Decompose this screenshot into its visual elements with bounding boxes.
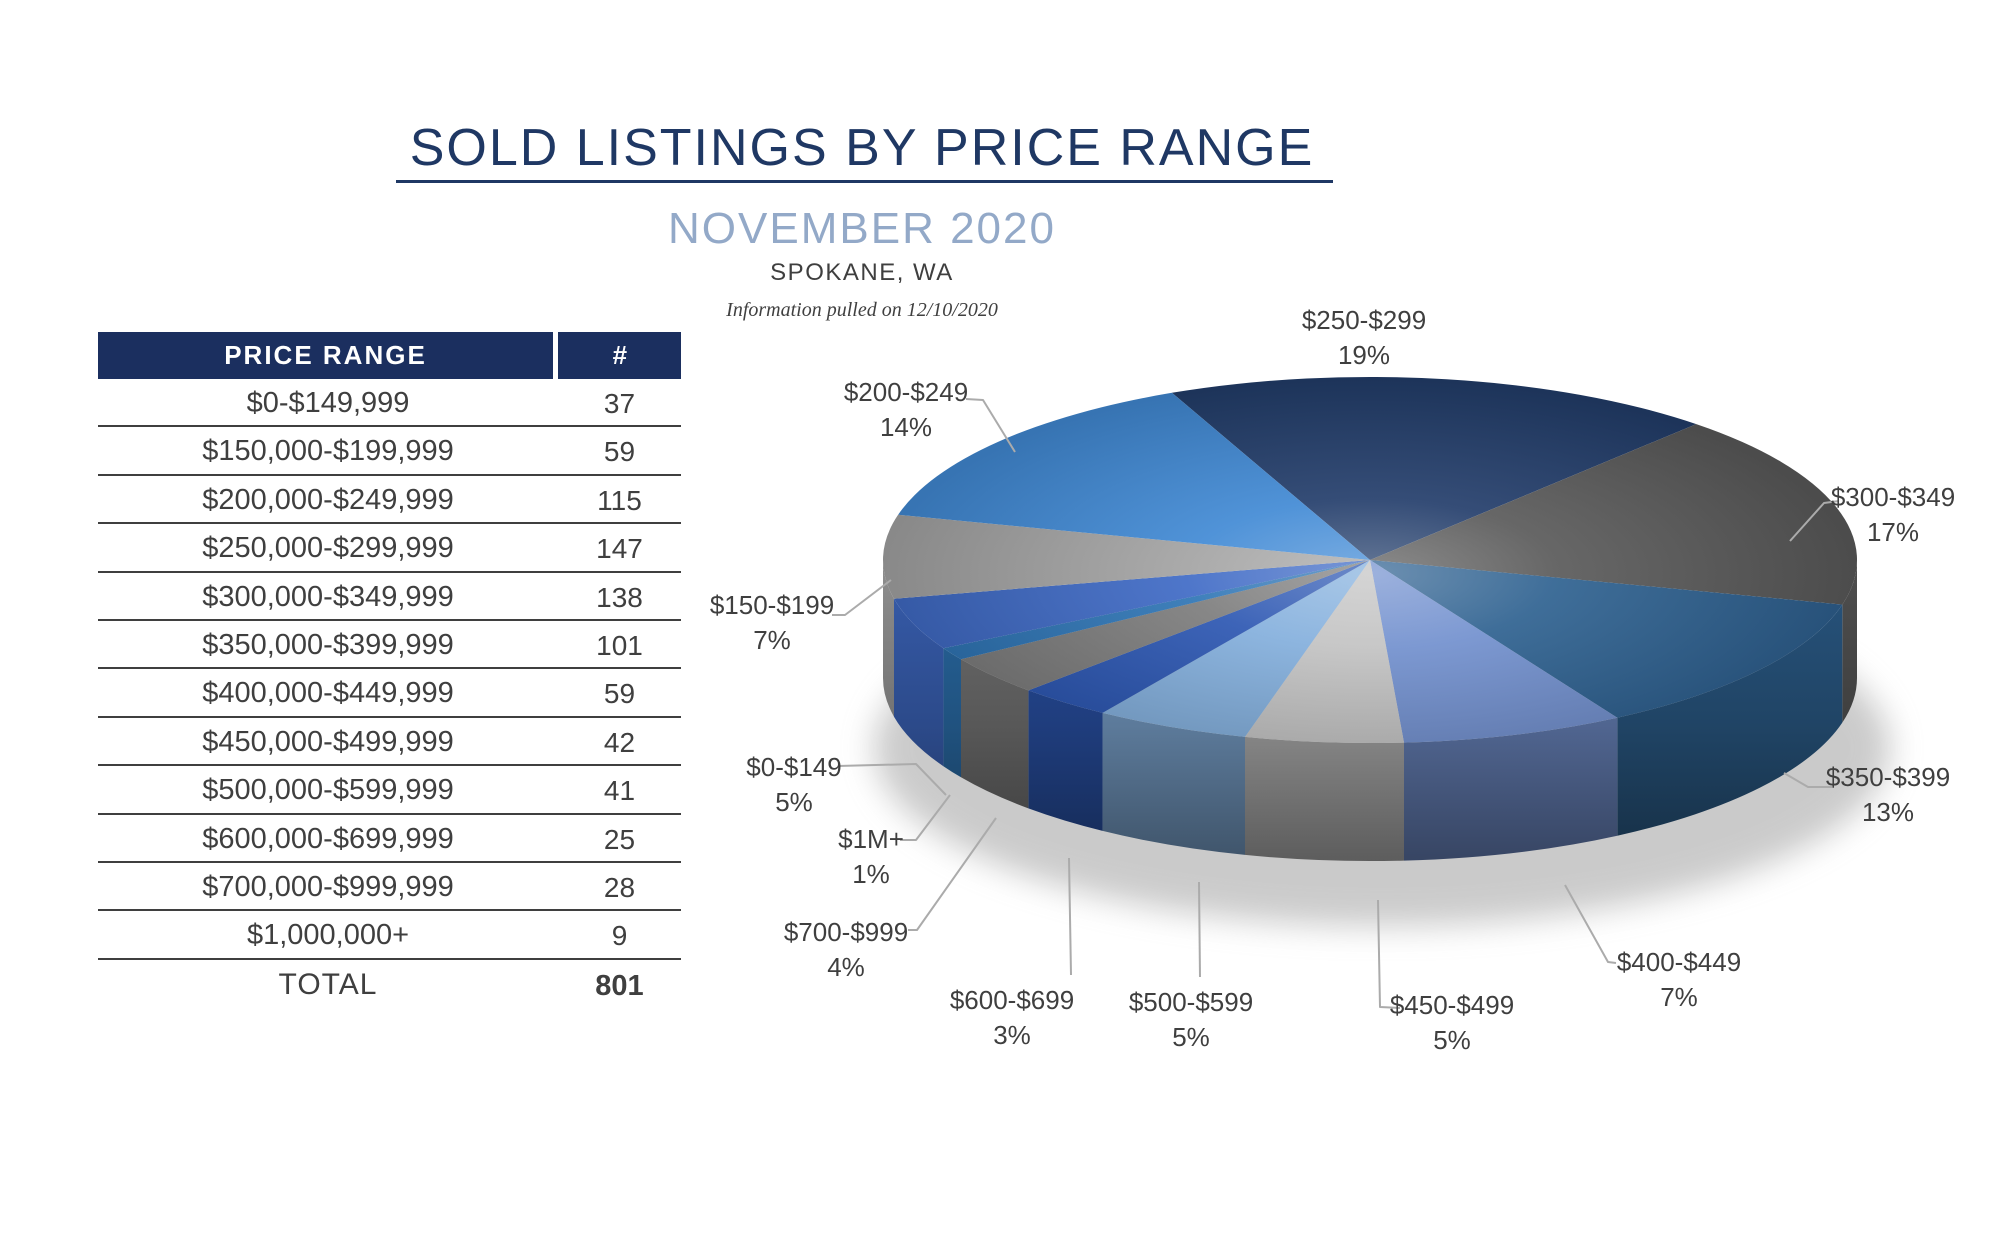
pie-wall-$500-$599 — [1102, 712, 1245, 855]
cell-count: 42 — [603, 726, 636, 758]
cell-count: 37 — [603, 388, 636, 419]
cell-count: 9 — [611, 920, 628, 952]
pie-wall-$400-$449 — [1404, 717, 1618, 861]
pie-wall-$300-$349 — [1842, 560, 1857, 723]
pie-slice-$250-$299 — [1171, 376, 1697, 560]
leader-line-$450-$499 — [1377, 899, 1401, 1009]
leader-line-$1M+ — [900, 794, 951, 841]
cell-price-range: $0-$149,999 — [246, 387, 410, 419]
table-row: $500,000-$599,999 41 — [98, 766, 681, 815]
pie-wall-$0-$149 — [894, 598, 944, 767]
leader-line-$600-$699 — [1068, 857, 1072, 976]
table-row: $350,000-$399,999 101 — [98, 621, 681, 670]
table-row: $300,000-$349,999 138 — [98, 573, 681, 621]
leader-line-$700-$999 — [908, 817, 997, 931]
listings-table: PRICE RANGE # $0-$149,999 37 $150,000-$199… — [98, 332, 681, 1008]
pie-slice-$200-$249 — [898, 392, 1370, 560]
pie-slice-$150-$199 — [882, 514, 1370, 599]
table-row: $700,000-$999,999 28 — [98, 863, 681, 912]
table-row: $450,000-$499,999 42 — [98, 718, 681, 767]
table-row: $200,000-$249,999 115 — [98, 476, 681, 525]
leader-line-$0-$149 — [837, 763, 947, 796]
table-row: $1,000,000+ 9 — [98, 911, 681, 960]
title-underline — [396, 180, 1333, 183]
leader-line-$200-$249 — [965, 398, 1016, 453]
cell-count: 28 — [603, 871, 636, 903]
table-row: $150,000-$199,999 59 — [98, 427, 681, 476]
pie-wall-$150-$199 — [883, 560, 894, 717]
leader-line-$150-$199 — [832, 579, 892, 616]
table-header-row: PRICE RANGE # — [98, 332, 681, 379]
pie-slice-$300-$349 — [1370, 424, 1858, 605]
page-title: SOLD LISTINGS BY PRICE RANGE — [409, 119, 1315, 177]
table-row: $0-$149,999 37 — [98, 379, 681, 428]
header-divider — [553, 332, 558, 379]
total-value: 801 — [595, 969, 644, 1002]
leader-line-$350-$399 — [1783, 772, 1832, 788]
cell-count: 101 — [596, 629, 643, 661]
table-row: $600,000-$699,999 25 — [98, 815, 681, 863]
pie-slice-$350-$399 — [1370, 560, 1843, 718]
cell-count: 138 — [596, 581, 643, 613]
cell-count: 115 — [597, 484, 642, 516]
col-header-count: # — [558, 332, 681, 379]
cell-price-range: $700,000-$999,999 — [202, 870, 454, 903]
pie-slice-$500-$599 — [1102, 560, 1370, 737]
report-month: NOVEMBER 2020 — [668, 204, 1056, 253]
total-row: TOTAL 801 — [98, 960, 681, 1008]
info-note: Information pulled on 12/10/2020 — [726, 299, 998, 321]
pie-wall-$1M+ — [943, 648, 961, 778]
cell-count: 25 — [603, 823, 636, 855]
pie-wall-$350-$399 — [1617, 604, 1843, 836]
cell-price-range: $350,000-$399,999 — [202, 628, 454, 661]
cell-price-range: $150,000-$199,999 — [202, 435, 454, 468]
table-row: $250,000-$299,999 147 — [98, 524, 681, 573]
pie-slice-$1M+ — [943, 560, 1370, 660]
cell-price-range: $400,000-$449,999 — [202, 677, 454, 710]
pie-slice-$450-$499 — [1245, 560, 1404, 744]
report-location: SPOKANE, WA — [770, 259, 954, 286]
cell-count: 41 — [603, 775, 636, 807]
pie-slice-$400-$449 — [1370, 560, 1618, 743]
pie-wall-$450-$499 — [1245, 736, 1404, 862]
cell-price-range: $200,000-$249,999 — [202, 483, 454, 516]
cell-count: 147 — [596, 533, 643, 565]
cell-price-range: $500,000-$599,999 — [202, 774, 454, 807]
leader-line-$400-$449 — [1564, 884, 1617, 964]
pie-slice-$600-$699 — [1028, 560, 1370, 713]
table-row: $400,000-$449,999 59 — [98, 669, 681, 718]
cell-price-range: $450,000-$499,999 — [202, 725, 454, 758]
pie-wall-$700-$999 — [961, 659, 1029, 809]
pie-slice-$0-$149 — [894, 560, 1370, 649]
cell-price-range: $250,000-$299,999 — [202, 532, 454, 565]
cell-count: 59 — [603, 678, 636, 710]
cell-price-range: $1,000,000+ — [246, 919, 410, 952]
pie-slice-$700-$999 — [961, 560, 1370, 691]
cell-price-range: $300,000-$349,999 — [202, 580, 454, 613]
col-header-price-range: PRICE RANGE — [98, 332, 553, 379]
cell-count: 59 — [603, 436, 636, 468]
cell-price-range: $600,000-$699,999 — [202, 822, 454, 855]
pie-wall-$600-$699 — [1028, 690, 1103, 831]
leader-line-$300-$349 — [1789, 500, 1840, 542]
leader-line-$500-$599 — [1198, 881, 1201, 978]
total-label: TOTAL — [278, 967, 378, 1001]
